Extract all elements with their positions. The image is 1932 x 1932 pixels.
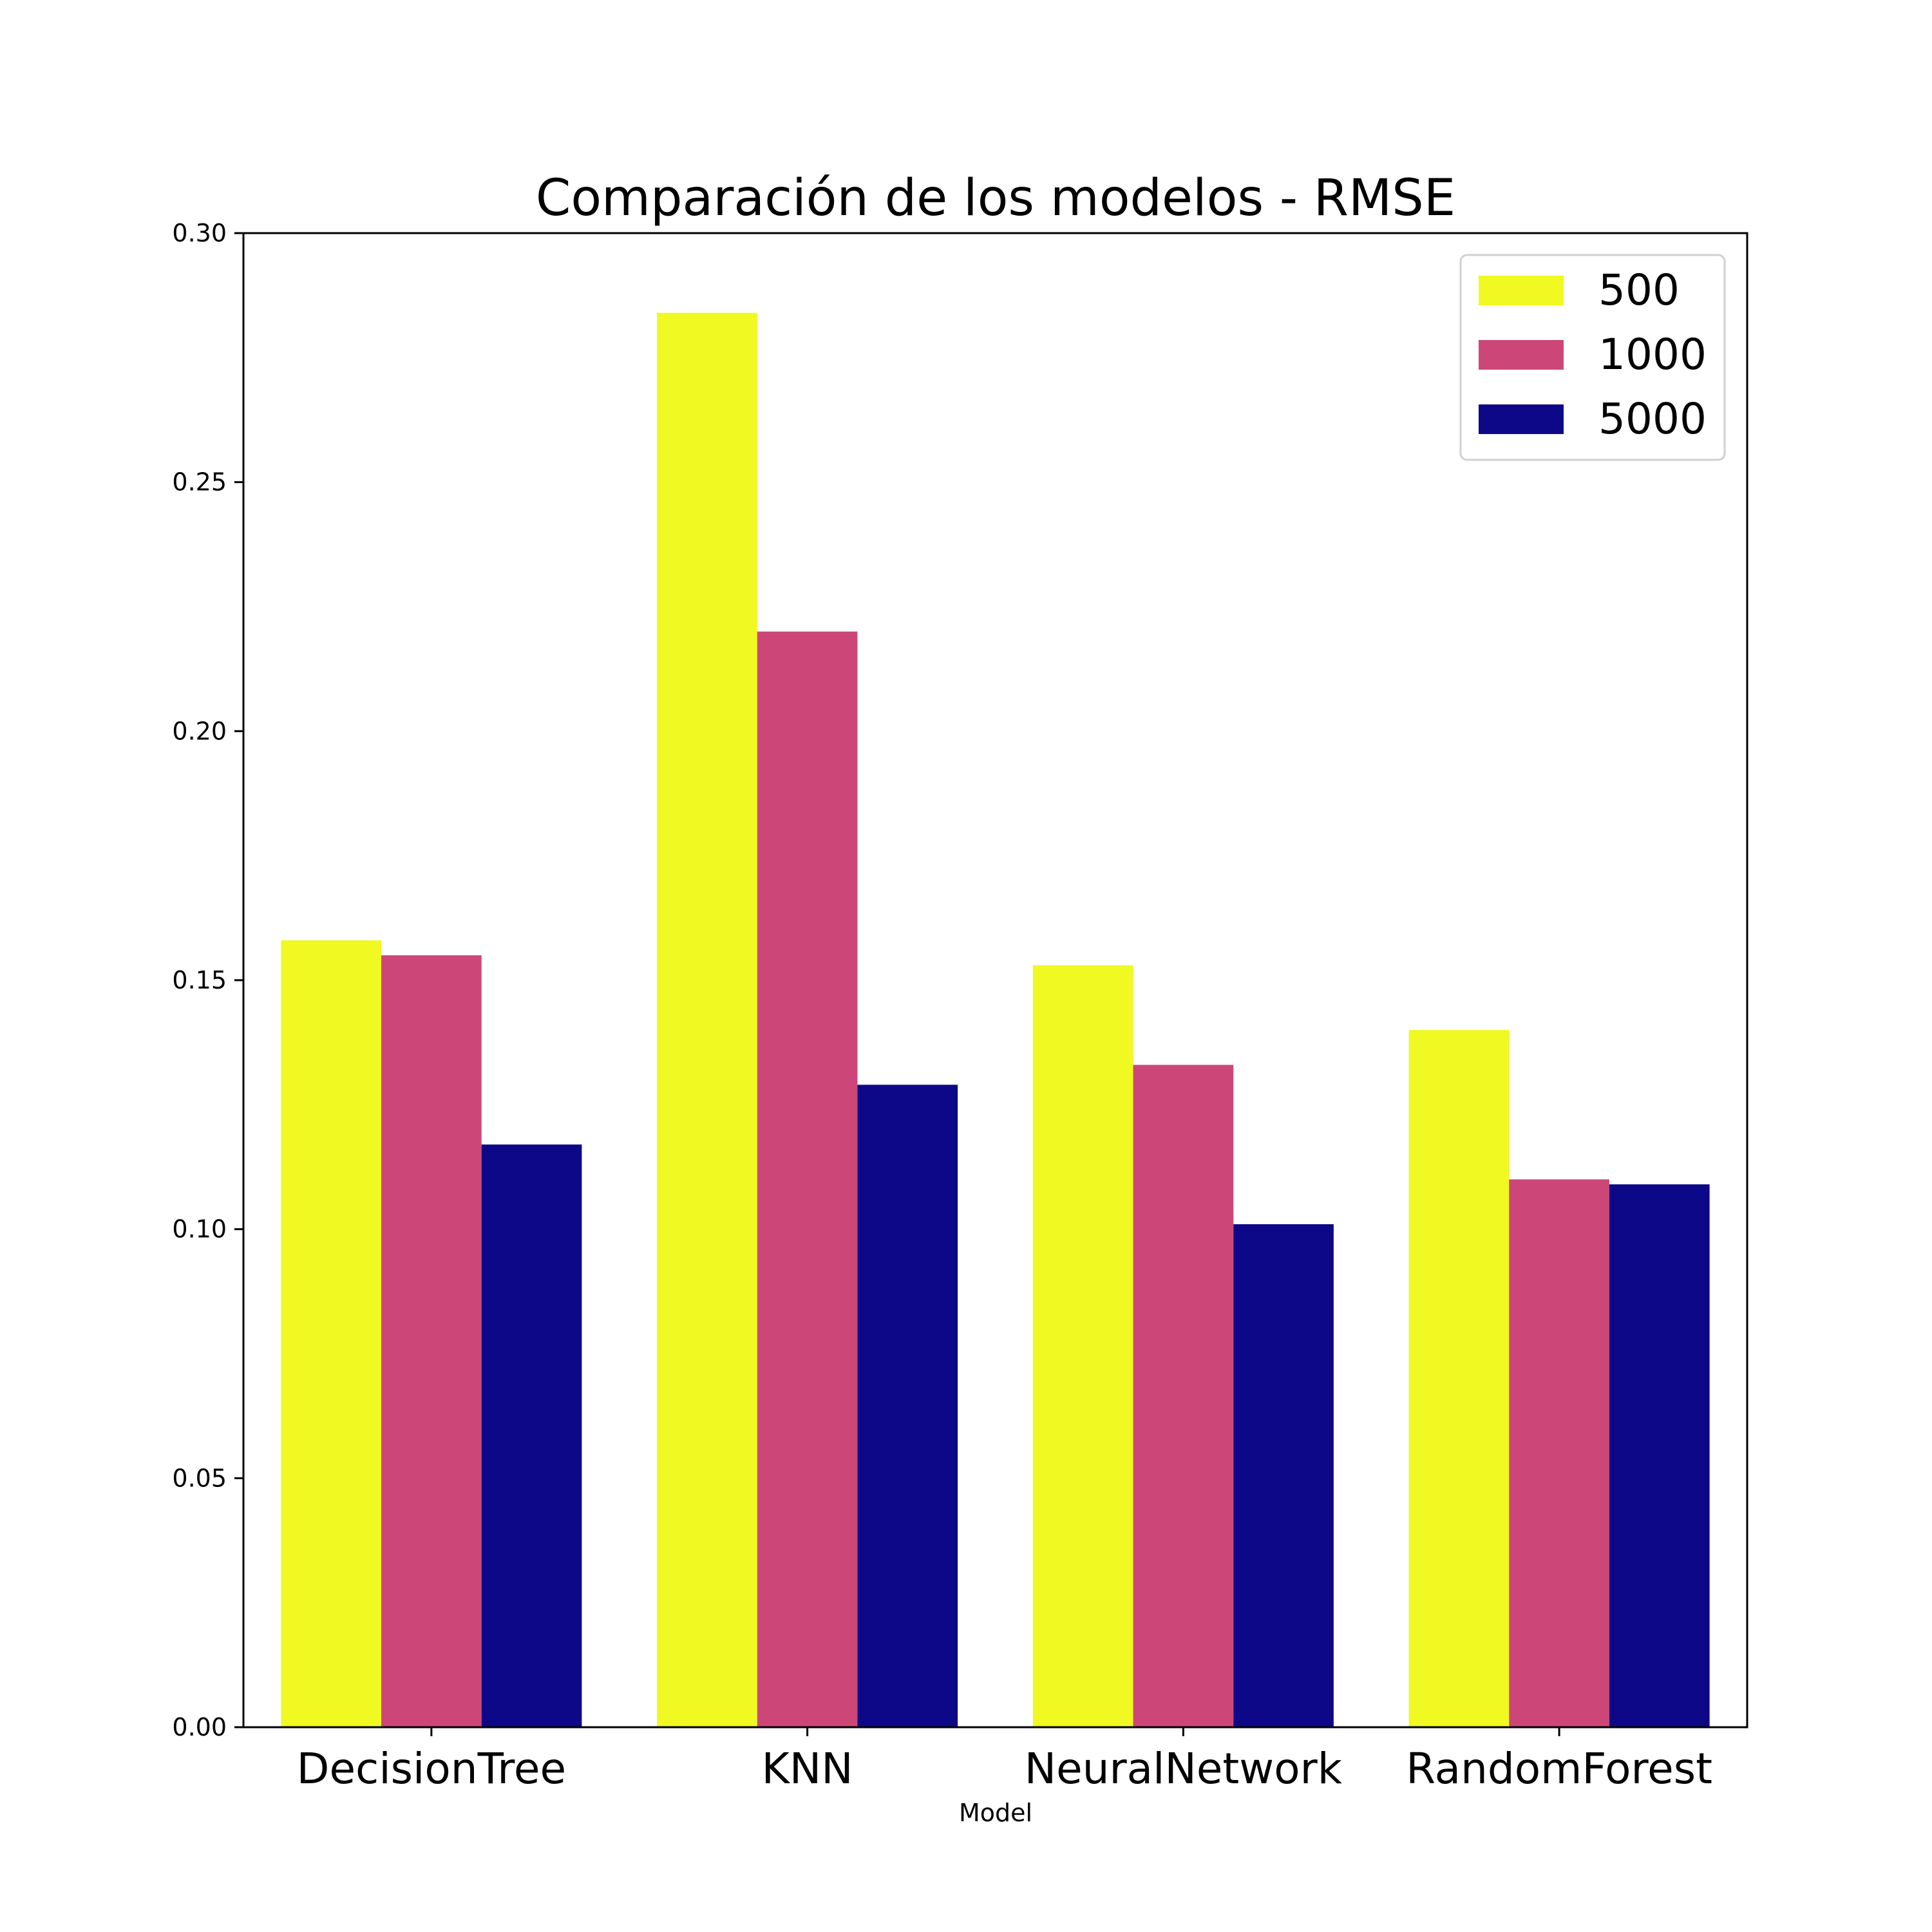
- y-tick-label: 0.10: [172, 1215, 227, 1244]
- legend-swatch-5000: [1479, 404, 1564, 434]
- bar-neuralnetwork-1000: [1133, 1065, 1234, 1727]
- bar-decisiontree-1000: [381, 955, 482, 1727]
- bar-randomforest-5000: [1609, 1184, 1710, 1727]
- x-axis-label: Model: [959, 1799, 1032, 1827]
- x-tick-label-neuralnetwork: NeuralNetwork: [1025, 1744, 1343, 1794]
- y-tick-label: 0.25: [172, 468, 227, 497]
- bar-randomforest-1000: [1509, 1179, 1609, 1727]
- y-tick-label: 0.15: [172, 966, 227, 994]
- legend: 500 1000 5000: [1459, 254, 1726, 461]
- legend-label-1000: 1000: [1598, 330, 1707, 379]
- bar-neuralnetwork-500: [1032, 965, 1133, 1727]
- bar-knn-1000: [757, 631, 858, 1728]
- bar-knn-5000: [857, 1084, 958, 1727]
- y-axis: 0.00 0.05 0.10 0.15 0.20 0.25 0.30: [172, 219, 243, 1741]
- y-tick-label: 0.00: [172, 1713, 227, 1741]
- legend-label-500: 500: [1598, 265, 1680, 315]
- y-tick-label: 0.05: [172, 1464, 227, 1492]
- bar-decisiontree-5000: [481, 1144, 582, 1727]
- x-tick-label-decisiontree: DecisionTree: [297, 1744, 567, 1794]
- legend-label-5000: 5000: [1598, 394, 1707, 444]
- x-tick-label-randomforest: RandomForest: [1406, 1744, 1712, 1794]
- y-tick-label: 0.30: [172, 219, 227, 247]
- bar-neuralnetwork-5000: [1233, 1224, 1334, 1727]
- x-tick-label-knn: KNN: [762, 1744, 853, 1794]
- bar-knn-500: [657, 312, 757, 1728]
- legend-swatch-1000: [1479, 340, 1564, 370]
- bar-randomforest-500: [1408, 1030, 1510, 1727]
- chart-title: Comparación de los modelos - RMSE: [536, 169, 1455, 227]
- legend-swatch-500: [1479, 276, 1564, 305]
- bar-decisiontree-500: [281, 940, 382, 1727]
- bars-group: [281, 312, 1710, 1728]
- y-tick-label: 0.20: [172, 717, 227, 745]
- x-axis: DecisionTree KNN NeuralNetwork RandomForest: [297, 1727, 1712, 1794]
